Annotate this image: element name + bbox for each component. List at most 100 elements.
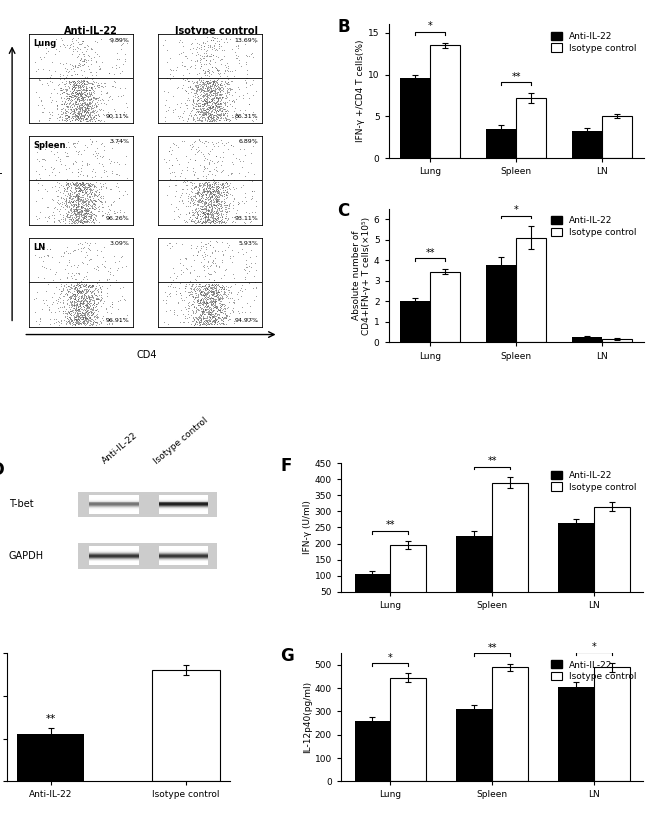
Point	[194, 309, 205, 322]
Point	[207, 296, 218, 309]
Point	[202, 181, 212, 194]
Point	[201, 49, 211, 62]
Point	[56, 82, 66, 95]
Point	[194, 177, 205, 190]
Point	[57, 114, 68, 127]
Point	[204, 190, 214, 203]
Point	[209, 96, 220, 109]
Point	[191, 273, 202, 286]
Point	[217, 289, 228, 302]
Point	[58, 208, 68, 221]
Point	[209, 83, 220, 96]
Point	[75, 184, 86, 197]
Text: Anti-IL-22: Anti-IL-22	[101, 431, 140, 466]
Point	[222, 179, 233, 192]
Point	[77, 177, 88, 190]
Point	[212, 210, 222, 223]
Point	[204, 67, 214, 80]
Point	[68, 87, 79, 100]
Point	[195, 106, 205, 119]
Point	[211, 206, 222, 219]
Point	[224, 252, 235, 265]
Point	[72, 193, 82, 206]
Point	[33, 63, 44, 76]
Point	[68, 31, 78, 44]
Point	[70, 188, 81, 201]
Point	[207, 287, 217, 300]
Point	[79, 215, 90, 228]
Point	[203, 110, 213, 123]
Point	[208, 188, 218, 201]
Point	[77, 313, 88, 326]
Point	[213, 67, 223, 80]
Point	[73, 86, 84, 99]
Point	[209, 317, 219, 330]
Point	[204, 65, 214, 78]
Point	[73, 81, 83, 94]
Point	[40, 154, 50, 167]
Point	[66, 34, 77, 47]
Point	[250, 206, 261, 219]
Point	[91, 309, 101, 322]
Point	[74, 278, 85, 291]
Point	[82, 214, 92, 227]
Point	[85, 186, 96, 199]
Point	[81, 204, 92, 217]
Point	[103, 67, 114, 80]
Point	[89, 90, 99, 103]
Point	[162, 85, 173, 98]
Point	[211, 79, 221, 92]
Bar	[89, 495, 138, 514]
Point	[66, 217, 76, 230]
Point	[174, 47, 184, 60]
Point	[190, 191, 201, 204]
Point	[75, 88, 85, 101]
Point	[69, 139, 79, 152]
Point	[202, 182, 213, 195]
Point	[81, 210, 91, 223]
Point	[76, 89, 86, 102]
Point	[225, 98, 235, 111]
Point	[211, 212, 221, 225]
Point	[81, 54, 91, 67]
Point	[220, 95, 230, 108]
Point	[215, 288, 226, 301]
Point	[86, 97, 96, 110]
Point	[194, 195, 205, 208]
Point	[208, 77, 218, 90]
Point	[177, 316, 188, 329]
Point	[74, 85, 85, 98]
Point	[158, 39, 168, 52]
Point	[88, 306, 98, 319]
Point	[205, 89, 216, 102]
Point	[78, 189, 88, 202]
Point	[164, 237, 174, 250]
Point	[75, 299, 85, 312]
Point	[88, 283, 99, 296]
Point	[202, 213, 213, 226]
Point	[118, 208, 128, 221]
Point	[210, 32, 220, 45]
Point	[202, 177, 213, 190]
Point	[81, 114, 92, 127]
Point	[79, 301, 89, 314]
Point	[70, 188, 81, 201]
Point	[211, 212, 221, 225]
Point	[60, 104, 70, 117]
Point	[196, 314, 207, 327]
Point	[205, 180, 216, 193]
Point	[66, 93, 76, 106]
Point	[207, 102, 218, 115]
Point	[60, 113, 70, 126]
Point	[205, 84, 216, 97]
Point	[205, 186, 216, 199]
Point	[48, 295, 58, 309]
Point	[204, 307, 214, 320]
Point	[85, 192, 96, 205]
Point	[79, 183, 90, 196]
Point	[76, 182, 86, 195]
Point	[70, 113, 80, 126]
Point	[86, 314, 96, 327]
Point	[207, 88, 217, 101]
Point	[68, 39, 79, 52]
